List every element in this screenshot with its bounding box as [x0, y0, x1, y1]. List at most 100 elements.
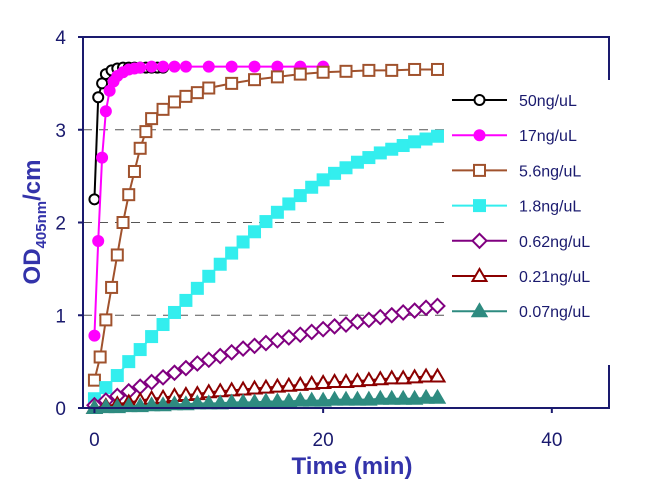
legend-label: 0.21ng/uL [519, 269, 590, 286]
data-point [167, 95, 181, 109]
data-point [396, 139, 410, 153]
data-point [408, 62, 422, 76]
legend-marker [473, 129, 486, 142]
data-point [417, 388, 435, 404]
data-point [428, 388, 447, 404]
data-point [405, 368, 424, 384]
legend-label: 5.6ng/uL [519, 163, 581, 180]
data-point [430, 62, 444, 76]
data-point [385, 142, 399, 156]
x-tick-label: 0 [89, 430, 100, 451]
data-point [145, 112, 159, 126]
data-point [302, 374, 321, 390]
data-point [213, 257, 227, 271]
data-point [371, 389, 390, 405]
data-point [127, 164, 141, 178]
legend-marker [473, 199, 486, 213]
data-point [339, 64, 353, 78]
x-axis-title: Time (min) [292, 453, 413, 480]
data-point [248, 60, 261, 73]
data-point [257, 334, 275, 352]
data-point [337, 373, 355, 389]
data-point [405, 389, 424, 405]
data-point [337, 390, 355, 406]
data-point [328, 166, 342, 180]
data-point [314, 373, 332, 389]
data-point [385, 63, 399, 77]
data-point [110, 248, 124, 262]
data-point [179, 89, 193, 103]
data-point [248, 73, 262, 87]
data-point [325, 373, 344, 389]
legend-marker [473, 94, 486, 106]
data-point [325, 390, 344, 406]
legend-marker [470, 302, 489, 318]
data-point [419, 132, 433, 146]
legend-item: 1.8ng/uL [452, 199, 581, 216]
data-point [428, 367, 447, 383]
data-point [305, 180, 319, 194]
data-point [122, 188, 136, 202]
data-point [291, 375, 310, 391]
series-line [93, 135, 438, 400]
data-point [257, 392, 275, 408]
data-point [143, 373, 161, 391]
series-1 [88, 60, 330, 342]
data-point [177, 395, 195, 411]
data-point [99, 105, 112, 118]
legend-label: 17ng/uL [519, 128, 577, 145]
data-point [248, 225, 262, 239]
data-point [190, 86, 204, 100]
data-point [371, 370, 390, 386]
data-point [88, 329, 101, 342]
data-point [97, 398, 115, 414]
legend-item: 5.6ng/uL [452, 163, 581, 180]
data-point [360, 371, 378, 387]
data-point [202, 81, 216, 95]
data-point [156, 318, 170, 332]
y-tick-label: 4 [55, 28, 66, 49]
data-point [202, 60, 215, 73]
data-point [350, 155, 364, 169]
legend-item: 50ng/uL [452, 93, 577, 110]
legend-background [446, 80, 636, 365]
data-point [139, 125, 153, 139]
data-point [145, 60, 158, 73]
data-point [88, 193, 101, 206]
data-point [165, 395, 184, 411]
y-axis-title-suffix: /cm [19, 160, 46, 201]
data-point [316, 173, 330, 187]
data-point [93, 350, 107, 364]
data-point [259, 215, 273, 229]
legend-item: 0.21ng/uL [452, 267, 590, 286]
data-point [96, 151, 109, 164]
data-point [225, 60, 238, 73]
data-point [92, 91, 105, 104]
legend-marker [471, 232, 488, 250]
series-group [85, 60, 447, 414]
data-point [408, 135, 422, 149]
data-point [268, 392, 287, 408]
legend-marker [470, 267, 489, 282]
legend-label: 1.8ng/uL [519, 199, 581, 216]
data-point [383, 306, 401, 324]
data-point [302, 391, 321, 407]
data-point [167, 305, 181, 319]
legend-label: 0.07ng/uL [519, 304, 590, 321]
data-point [179, 60, 192, 73]
legend-label: 50ng/uL [519, 93, 577, 110]
data-point [110, 369, 124, 383]
data-point [225, 76, 239, 90]
data-point [362, 63, 376, 77]
y-tick-label: 1 [55, 306, 66, 327]
data-point [348, 390, 367, 406]
data-point [99, 313, 113, 327]
legend-item: 17ng/uL [452, 128, 577, 145]
legend: 50ng/uL 17ng/uL 5.6ng/uL 1.8ng/uL 0.62ng/uL 0… [446, 80, 636, 365]
data-point [105, 280, 119, 294]
data-point [179, 293, 193, 307]
data-point [99, 381, 113, 395]
data-point [225, 246, 239, 260]
data-point [156, 102, 170, 116]
